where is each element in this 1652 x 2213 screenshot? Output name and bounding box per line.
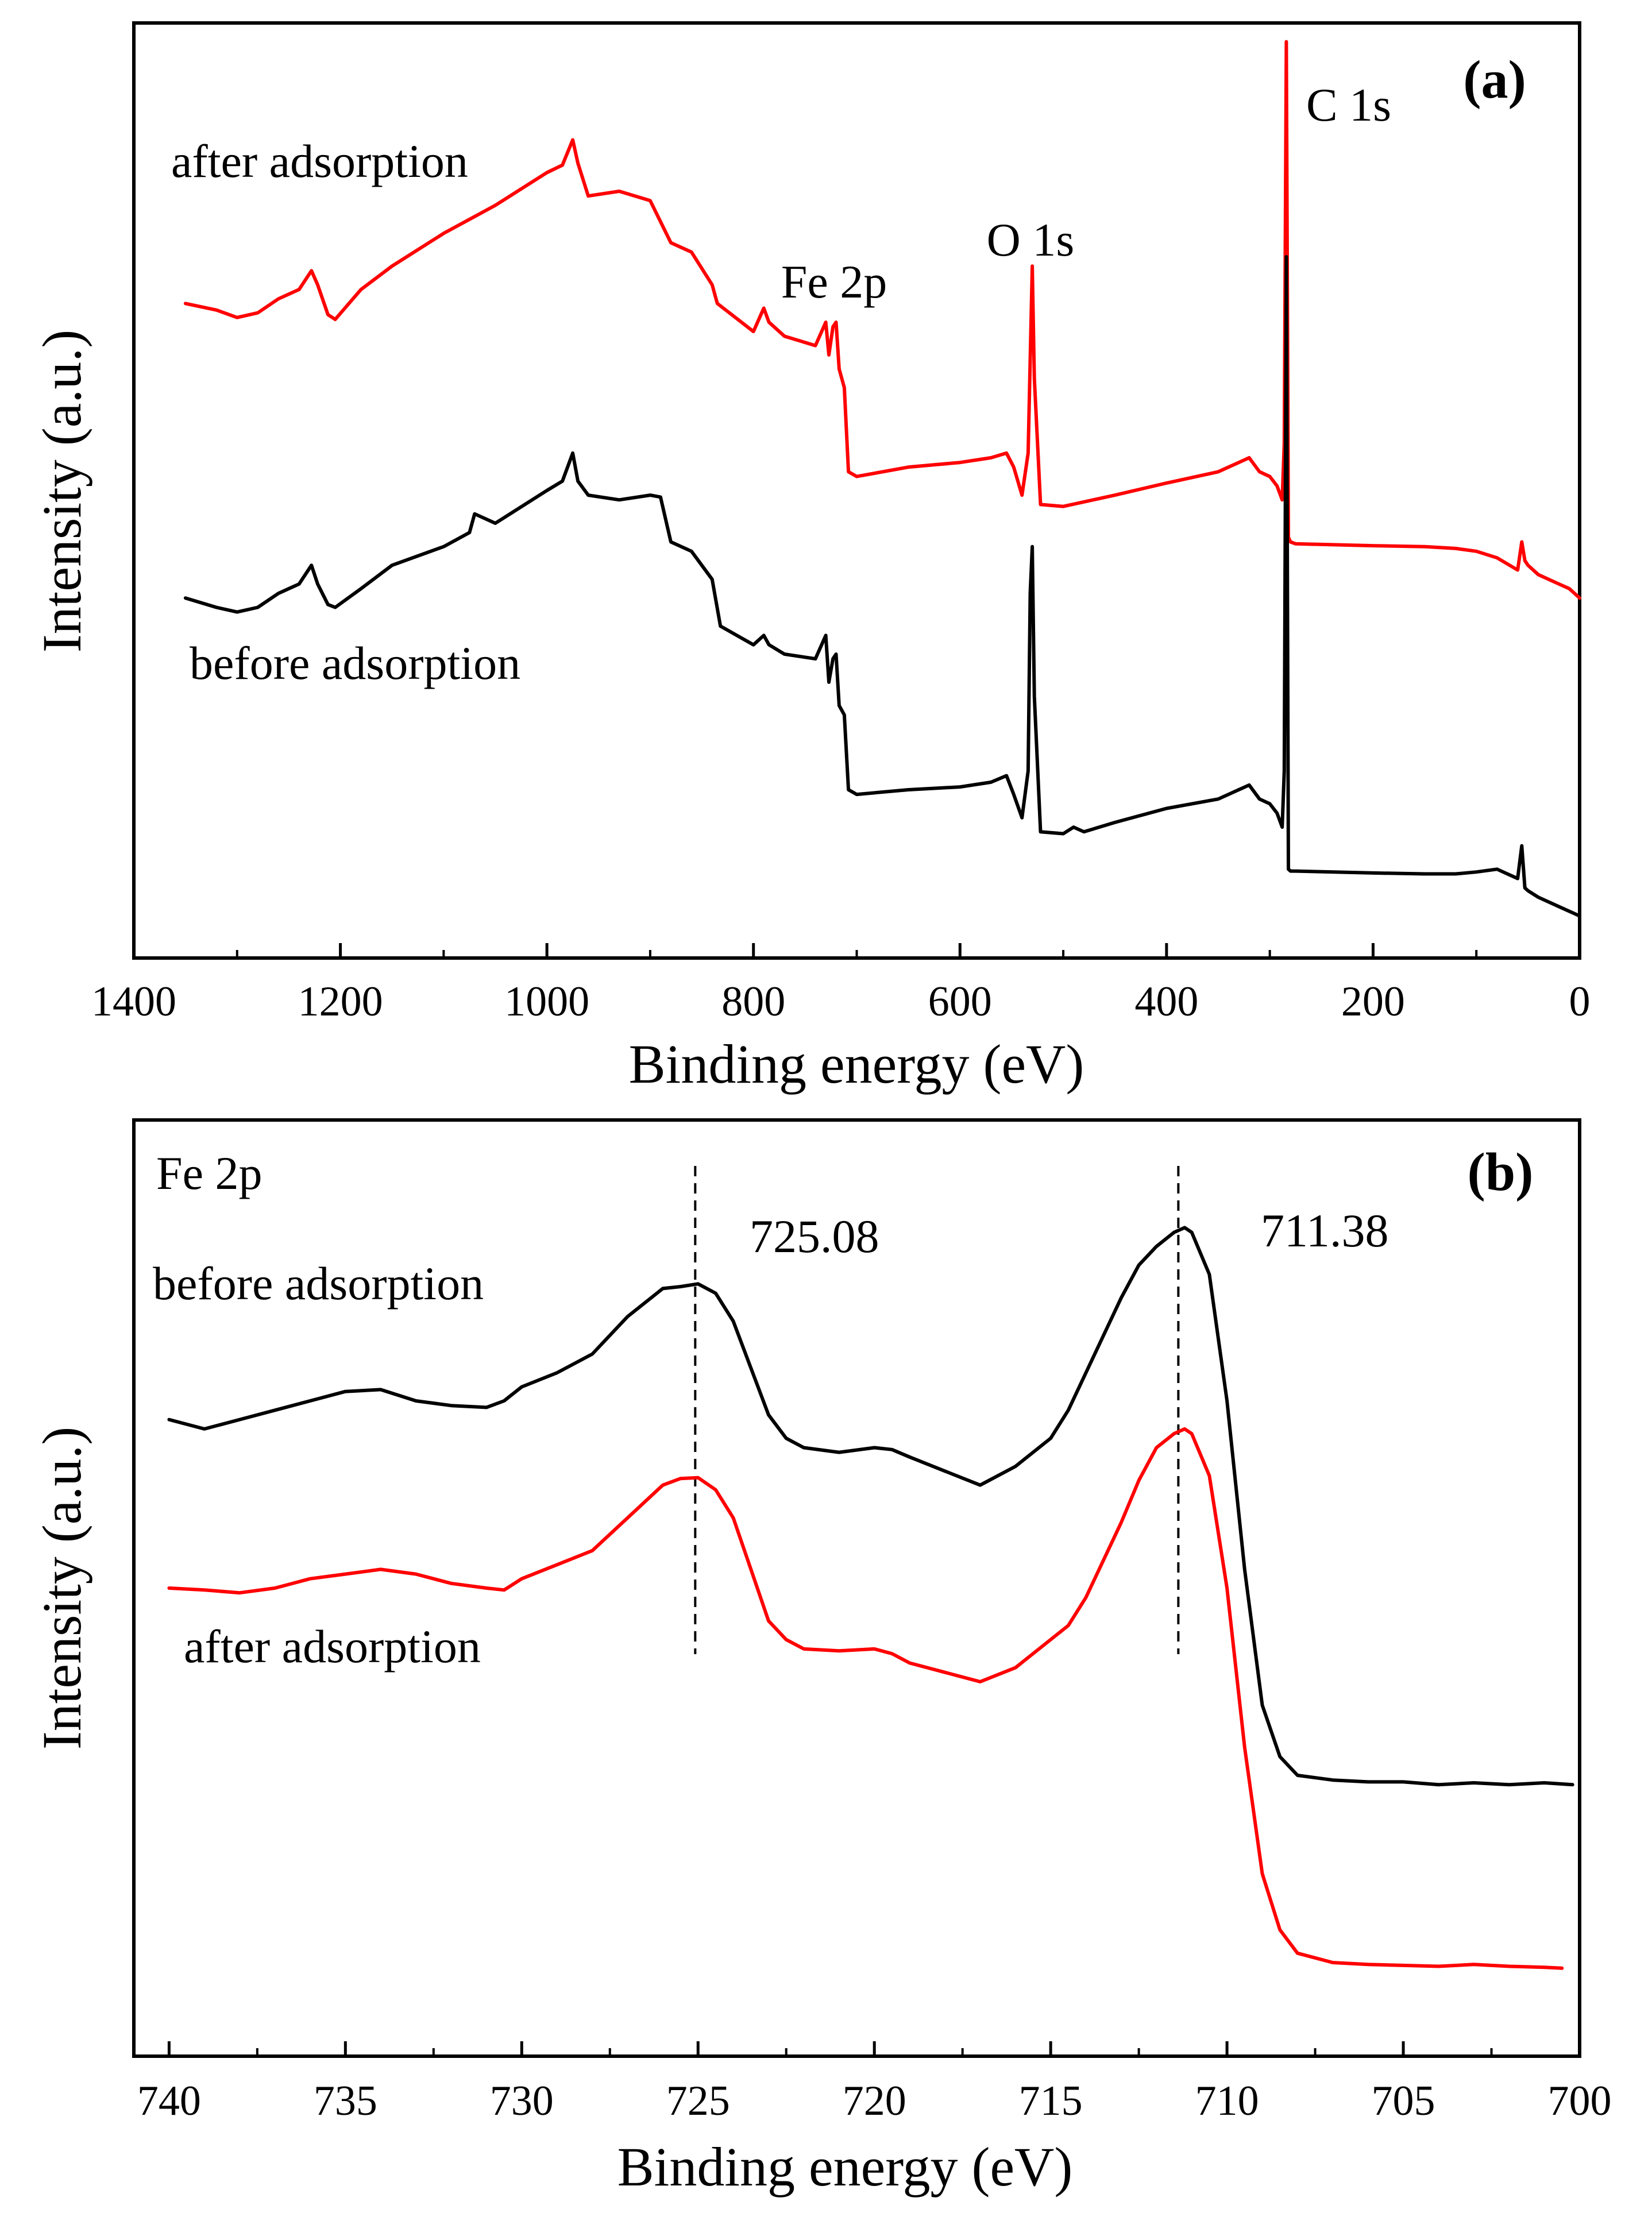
x-ticks-b xyxy=(167,2041,1581,2056)
x-tick-label-a: 400 xyxy=(1134,978,1198,1025)
x-axis-title-a: Binding energy (eV) xyxy=(629,1033,1084,1095)
x-tick-labels-b: 740 735 730 725 720 715 710 705 700 xyxy=(137,2077,1612,2125)
x-tick-label-b: 720 xyxy=(843,2077,906,2125)
series-group-b xyxy=(167,1226,1574,1970)
series-line-after-adsorption-b xyxy=(167,1427,1564,1970)
region-label-fe2p: Fe 2p xyxy=(156,1147,263,1199)
series-label-after-a: after adsorption xyxy=(171,135,468,187)
x-ticks-a xyxy=(132,943,1581,958)
x-axis-title-b: Binding energy (eV) xyxy=(617,2136,1073,2197)
peak-label-o1s: O 1s xyxy=(987,214,1075,266)
panel-a: 1400 1200 1000 800 600 400 200 0 (a) after adso… xyxy=(31,21,1591,1095)
y-axis-title-b: Intensity (a.u.) xyxy=(31,1427,92,1750)
x-tick-label-a: 1400 xyxy=(91,978,176,1025)
x-tick-label-b: 700 xyxy=(1548,2077,1612,2125)
panel-label-a: (a) xyxy=(1463,50,1526,110)
x-tick-label-a: 600 xyxy=(928,978,992,1025)
peak-label-c1s: C 1s xyxy=(1306,79,1391,131)
peak-label-711: 711.38 xyxy=(1261,1204,1388,1257)
x-tick-label-b: 705 xyxy=(1372,2077,1435,2125)
y-axis-title-a: Intensity (a.u.) xyxy=(31,330,92,653)
x-tick-label-b: 715 xyxy=(1019,2077,1083,2125)
peak-label-fe2p: Fe 2p xyxy=(781,256,887,308)
series-line-before-adsorption-b xyxy=(167,1226,1574,1787)
x-tick-label-a: 200 xyxy=(1341,978,1405,1025)
panel-b: 740 735 730 725 720 715 710 705 700 (b) Fe 2p be… xyxy=(31,1118,1612,2197)
x-tick-label-b: 740 xyxy=(137,2077,201,2125)
x-tick-label-a: 1000 xyxy=(504,978,589,1025)
series-label-after-b: after adsorption xyxy=(184,1620,481,1673)
x-tick-label-b: 725 xyxy=(666,2077,730,2125)
reference-lines-b xyxy=(694,1166,1180,1654)
series-line-before-adsorption-a xyxy=(183,255,1581,918)
series-line-after-adsorption-a xyxy=(183,40,1581,600)
series-label-before-a: before adsorption xyxy=(190,637,520,689)
x-tick-label-a: 800 xyxy=(721,978,785,1025)
peak-label-725: 725.08 xyxy=(750,1210,879,1262)
panel-label-b: (b) xyxy=(1468,1142,1534,1202)
x-tick-label-a: 1200 xyxy=(298,978,383,1025)
series-label-before-b: before adsorption xyxy=(153,1257,484,1310)
x-tick-label-b: 730 xyxy=(490,2077,554,2125)
x-tick-label-a: 0 xyxy=(1569,978,1591,1025)
x-tick-label-b: 735 xyxy=(314,2077,377,2125)
x-tick-label-b: 710 xyxy=(1195,2077,1259,2125)
x-tick-labels-a: 1400 1200 1000 800 600 400 200 0 xyxy=(91,978,1591,1025)
series-group-a xyxy=(183,40,1581,918)
plot-frame-b xyxy=(132,1118,1581,2058)
